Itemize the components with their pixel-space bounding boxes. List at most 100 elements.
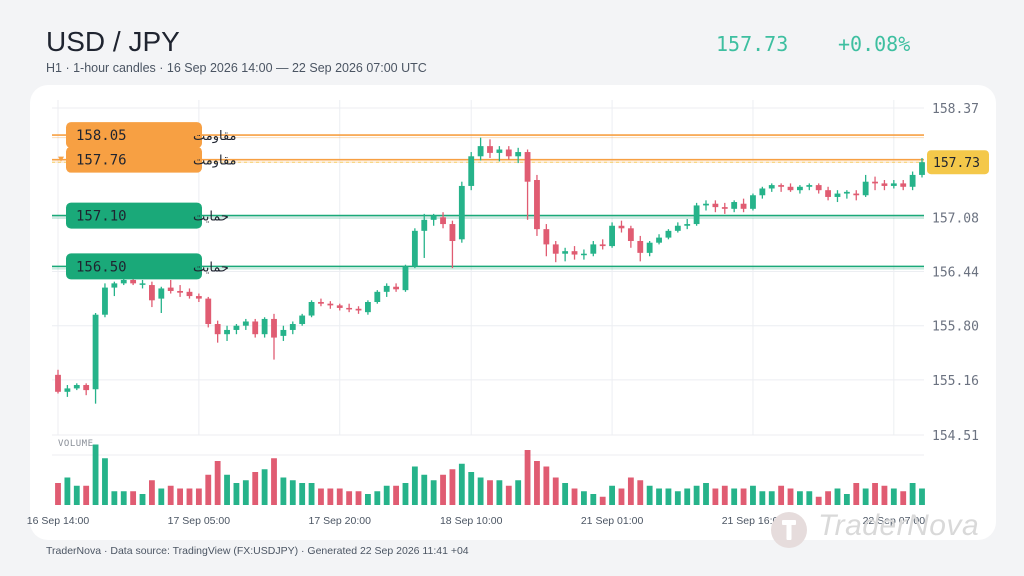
watermark-text: TraderNova — [818, 509, 980, 542]
volume-bar — [665, 488, 672, 505]
volume-bar — [440, 474, 446, 505]
volume-bar — [627, 477, 634, 505]
candle-body — [581, 253, 587, 256]
resistance-badge-value: 157.76 — [76, 153, 127, 169]
volume-bar — [618, 488, 625, 505]
volume-bar — [505, 485, 512, 505]
chart-title: USD / JPY — [46, 26, 180, 57]
candle-body — [872, 181, 878, 184]
volume-bar — [712, 488, 719, 505]
candle-body — [571, 251, 578, 255]
candle-body — [308, 301, 315, 316]
candle-body — [83, 385, 90, 391]
candle-body — [289, 324, 296, 330]
candle-body — [186, 291, 193, 297]
candle-body — [73, 385, 80, 389]
volume-bar — [402, 483, 409, 505]
resistance-badge: 158.05 مقاومت — [66, 122, 237, 149]
volume-bar — [853, 483, 860, 505]
volume-bar — [130, 491, 137, 505]
candle-body — [703, 203, 709, 206]
x-tick-label: 18 Sep 10:00 — [440, 515, 503, 527]
volume-bar — [214, 461, 221, 505]
volume-bar — [83, 485, 90, 505]
candle-body — [233, 325, 240, 330]
chart-subtitle: H1 · 1-hour candles · 16 Sep 2026 14:00 … — [46, 61, 427, 75]
resistance-badge: 157.76 مقاومت — [66, 146, 237, 173]
candle-body — [534, 180, 540, 230]
candle-body — [299, 315, 306, 325]
candle-body — [421, 219, 428, 231]
candle-body — [646, 242, 653, 253]
candle-body — [853, 193, 860, 196]
volume-bar — [543, 466, 550, 505]
candle-body — [468, 156, 475, 186]
volume-bar — [327, 488, 334, 505]
resistance-badge-name: مقاومت — [193, 129, 237, 144]
volume-bar — [646, 485, 653, 505]
candle-body — [740, 203, 747, 209]
volume-bar — [721, 485, 728, 505]
candle-body — [167, 287, 174, 291]
candle-body — [92, 314, 99, 390]
candle-body — [64, 388, 71, 392]
volume-bar — [261, 469, 268, 505]
candle-body — [487, 146, 493, 153]
x-tick-label: 21 Sep 16:00 — [722, 515, 785, 527]
candle-body — [477, 146, 484, 157]
candle-body — [862, 181, 869, 196]
candle-body — [890, 183, 897, 186]
volume-bar — [750, 485, 756, 505]
candle-body — [111, 283, 118, 288]
last-price: 157.73 — [716, 32, 789, 56]
volume-bar — [195, 488, 202, 505]
x-tick-label: 17 Sep 05:00 — [168, 515, 231, 527]
volume-bar — [815, 496, 822, 505]
candle-body — [909, 174, 916, 187]
volume-bar — [205, 474, 212, 505]
candle-body — [768, 185, 775, 189]
candle-body — [393, 286, 399, 290]
volume-bar — [177, 488, 183, 505]
candle-body — [271, 318, 277, 338]
candle-body — [449, 224, 456, 242]
volume-bar — [139, 494, 146, 505]
volume-bar — [92, 444, 99, 505]
volume-bar — [609, 485, 615, 505]
volume-bar — [637, 480, 644, 505]
volume-bar — [797, 491, 803, 505]
volume-bar — [299, 483, 306, 505]
candle-body — [562, 251, 569, 254]
support-badge-value: 156.50 — [76, 259, 127, 275]
candle-body — [346, 307, 353, 310]
y-tick-label: 156.44 — [932, 266, 979, 281]
candle-body — [590, 244, 597, 254]
candle-body — [120, 279, 127, 284]
tradernova-logo-icon — [771, 512, 807, 548]
current-price-badge-value: 157.73 — [933, 156, 980, 171]
candle-body — [618, 225, 625, 229]
candle-body — [825, 190, 831, 197]
volume-bar — [64, 477, 71, 505]
volume-bar — [534, 461, 540, 505]
candle-body — [102, 287, 108, 315]
candle-body — [609, 225, 615, 247]
candle-body — [656, 237, 662, 243]
candle-body — [543, 229, 550, 245]
volume-bar — [919, 488, 925, 505]
support-badge: 157.10 حمایت — [66, 202, 229, 229]
volume-bar — [374, 491, 381, 505]
resistance-badge-bg — [66, 122, 202, 149]
candle-body — [402, 266, 409, 291]
x-tick-label: 22 Sep 07:00 — [863, 515, 926, 527]
candle-body — [336, 305, 343, 308]
y-tick-label: 158.37 — [932, 102, 979, 117]
volume-bar — [167, 485, 174, 505]
volume-bar — [55, 483, 61, 505]
volume-bar — [158, 488, 165, 505]
support-badge-value: 157.10 — [76, 209, 127, 225]
price-change: +0.08% — [838, 32, 911, 56]
candle-body — [205, 298, 212, 325]
candle-body — [261, 318, 268, 335]
volume-bar — [458, 463, 465, 505]
